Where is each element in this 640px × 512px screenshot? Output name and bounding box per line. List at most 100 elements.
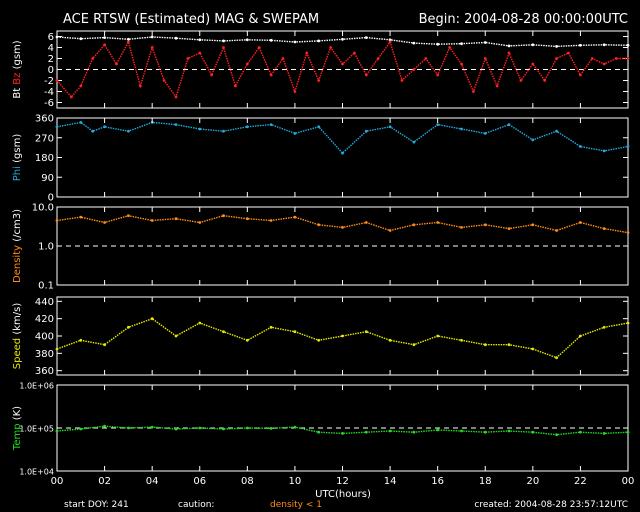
data-point-bz (531, 62, 535, 66)
data-point-density (364, 221, 368, 224)
x-tick-label: 22 (574, 476, 587, 487)
data-point-phi (317, 125, 321, 129)
data-point-bt (174, 36, 178, 40)
data-point-density (412, 223, 416, 227)
x-tick-label: 08 (241, 476, 254, 487)
data-point-speed (579, 334, 582, 338)
data-point-bt (245, 38, 249, 42)
data-point-bz (388, 40, 392, 44)
data-point-temp (174, 427, 178, 431)
data-point-bz (614, 57, 618, 60)
x-tick-label: 16 (431, 476, 444, 487)
data-point-phi (222, 129, 225, 133)
data-point-temp (150, 425, 154, 429)
y-axis-label: Temp (K) (12, 406, 23, 451)
data-point-bz (400, 79, 404, 82)
data-point-bz (364, 73, 368, 77)
chart-title: ACE RTSW (Estimated) MAG & SWEPAM (63, 12, 319, 27)
data-point-bz (234, 84, 237, 88)
data-point-speed (150, 317, 154, 321)
data-point-phi (364, 129, 368, 133)
data-point-bz (69, 95, 73, 99)
y-axis-label: Density (/cm3) (12, 209, 23, 283)
data-point-bz (472, 90, 475, 93)
y-tick-label: -6 (44, 98, 54, 109)
data-point-temp (245, 426, 249, 430)
data-point-bt (531, 43, 535, 47)
data-point-density (174, 217, 178, 221)
data-point-phi (341, 151, 344, 155)
x-tick-label: 10 (289, 476, 302, 487)
begin-time: Begin: 2004-08-28 00:00:00UTC (419, 12, 628, 27)
data-point-bz (555, 57, 558, 60)
data-point-bt (198, 38, 202, 42)
data-point-temp (602, 432, 606, 435)
x-axis-label: UTC(hours) (315, 489, 371, 500)
y-tick-label: 0 (48, 65, 54, 76)
data-point-speed (126, 325, 130, 329)
data-point-speed (269, 325, 273, 329)
data-point-bt (293, 40, 297, 44)
data-point-phi (245, 125, 249, 129)
y-axis-label: Speed (km/s) (12, 303, 23, 370)
data-point-speed (245, 338, 249, 342)
data-point-bt (483, 41, 487, 44)
data-point-density (626, 231, 630, 235)
data-point-speed (531, 347, 535, 351)
data-point-bt (55, 35, 59, 39)
data-point-density (222, 214, 225, 218)
data-point-temp (341, 432, 344, 435)
created-time: created: 2004-08-28 23:57:12UTC (474, 500, 628, 510)
data-point-speed (483, 343, 487, 347)
data-point-speed (364, 330, 368, 334)
data-point-bt (436, 42, 440, 46)
y-tick-label: 180 (35, 153, 54, 164)
caution-note: density < 1 (270, 500, 322, 510)
data-point-speed (602, 325, 606, 329)
data-point-density (269, 219, 273, 222)
y-tick-label: 400 (35, 332, 54, 343)
data-point-bt (626, 43, 630, 47)
data-point-phi (174, 123, 178, 126)
y-tick-label: 1.0E+04 (19, 468, 54, 477)
y-tick-label: 6 (48, 32, 54, 43)
y-tick-label: 420 (35, 314, 54, 325)
data-point-temp (460, 429, 463, 433)
data-point-bz (602, 62, 606, 66)
x-tick-label: 00 (622, 476, 635, 487)
data-point-bt (341, 37, 344, 41)
x-tick-label: 06 (193, 476, 206, 487)
data-point-temp (531, 430, 535, 434)
data-point-temp (222, 427, 225, 431)
x-tick-label: 04 (146, 476, 159, 487)
data-point-bt (555, 45, 558, 48)
data-point-temp (579, 430, 582, 434)
y-tick-label: 0.1 (38, 281, 54, 292)
data-point-phi (555, 129, 558, 133)
data-point-bz (579, 73, 582, 77)
y-tick-label: 0 (48, 193, 54, 204)
data-point-bt (79, 37, 83, 41)
data-point-bz (567, 51, 570, 55)
data-point-temp (126, 426, 130, 430)
data-point-bz (412, 68, 416, 71)
data-point-phi (198, 127, 202, 131)
y-tick-label: 360 (35, 366, 54, 377)
panel-phi: 360 270 180 90 0 Phi (gsm) (12, 114, 630, 204)
data-point-density (341, 226, 344, 229)
data-point-density (388, 229, 392, 232)
data-point-temp (412, 430, 416, 434)
x-tick-label: 02 (98, 476, 111, 487)
y-tick-label: 1.0E+06 (19, 382, 54, 391)
y-tick-label: 1.0 (38, 242, 54, 253)
data-point-phi (412, 140, 416, 144)
x-tick-label: 00 (51, 476, 64, 487)
data-point-bt (507, 44, 511, 48)
data-point-temp (198, 426, 202, 430)
data-point-bz (79, 84, 83, 88)
data-point-speed (555, 356, 558, 360)
data-point-bt (317, 39, 321, 43)
data-point-bt (222, 39, 225, 43)
data-point-bz (245, 62, 249, 66)
data-point-bz (519, 79, 523, 82)
